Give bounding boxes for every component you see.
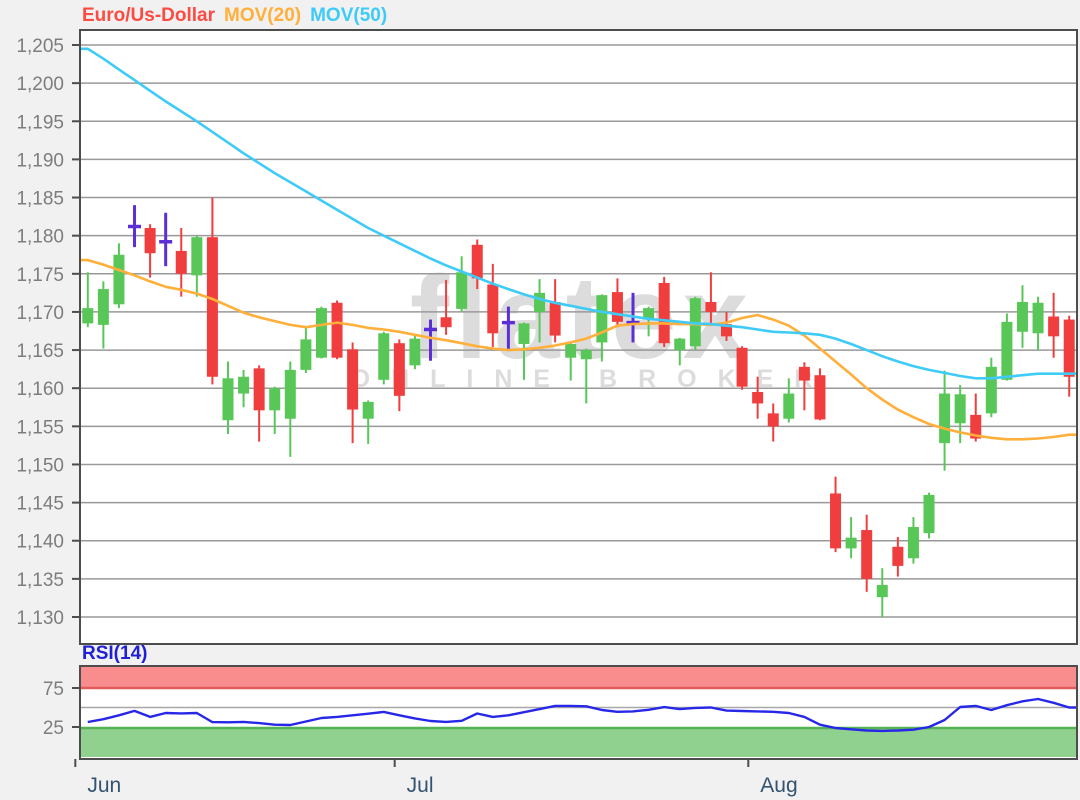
- y-axis-tick-label: 1,190: [16, 150, 64, 171]
- doji-candle-bar: [128, 224, 142, 229]
- candle-body-down: [767, 413, 779, 427]
- legend-instrument-label: Euro/Us-Dollar: [82, 5, 216, 26]
- y-axis-tick-label: 1,135: [16, 570, 64, 591]
- main-panel-border: [79, 29, 1078, 645]
- candle-body-down: [347, 349, 359, 410]
- y-axis-tick-label: 1,200: [16, 74, 64, 95]
- candle-body-up: [362, 401, 374, 419]
- candle-body-down: [206, 237, 218, 377]
- candle-body-up: [1001, 321, 1013, 380]
- chart-legend: Euro/Us-Dollar MOV(20) MOV(50): [82, 5, 396, 27]
- y-axis-tick-label: 1,175: [16, 265, 64, 286]
- candle-body-up: [113, 254, 125, 305]
- y-axis-tick-label: 1,205: [16, 36, 64, 57]
- candle-body-up: [518, 323, 530, 344]
- y-axis-tick-label: 1,195: [16, 112, 64, 133]
- candle-body-up: [97, 289, 109, 325]
- x-axis-month-label: Jun: [87, 774, 121, 797]
- candle-body-up: [954, 394, 966, 424]
- candle-body-up: [191, 237, 203, 276]
- candle-body-down: [549, 302, 561, 336]
- candle-body-down: [1048, 316, 1060, 337]
- candle-body-down: [892, 546, 904, 566]
- y-axis-tick-label: 1,150: [16, 455, 64, 476]
- candle-body-down: [658, 282, 670, 344]
- candle-body-up: [82, 308, 94, 324]
- candle-body-up: [783, 393, 795, 419]
- candle-body-down: [393, 343, 405, 396]
- candle-body-up: [222, 378, 234, 421]
- rsi-indicator-label: RSI(14): [82, 643, 148, 664]
- rsi-tick-label-25: 25: [43, 718, 64, 739]
- candle-body-down: [798, 366, 810, 381]
- mov20-line: [79, 258, 1078, 441]
- candle-body-up: [269, 388, 281, 411]
- rsi-panel-border: [79, 665, 1078, 760]
- y-axis-tick-label: 1,160: [16, 379, 64, 400]
- candle-body-down: [144, 228, 156, 254]
- candle-body-down: [720, 324, 732, 337]
- candle-body-up: [643, 308, 655, 320]
- candle-body-up: [456, 272, 468, 309]
- candle-body-up: [845, 537, 857, 549]
- candle-body-down: [970, 414, 982, 439]
- candle-body-down: [1063, 319, 1075, 377]
- legend-mov20-label: MOV(20): [224, 5, 302, 26]
- candle-body-up: [1016, 302, 1028, 332]
- candle-body-down: [487, 284, 499, 334]
- mov50-line: [79, 47, 1078, 380]
- rsi-tick-label-75: 75: [43, 679, 64, 700]
- candle-body-up: [923, 494, 935, 534]
- candle-body-up: [907, 527, 919, 559]
- doji-candle-bar: [626, 320, 640, 325]
- candle-body-down: [705, 302, 717, 312]
- candle-body-down: [736, 347, 748, 387]
- legend-mov50-label: MOV(50): [310, 5, 388, 26]
- y-axis-tick-label: 1,180: [16, 227, 64, 248]
- x-axis-month-label: Jul: [407, 774, 434, 797]
- candle-body-up: [238, 376, 250, 394]
- y-axis-tick-label: 1,130: [16, 608, 64, 629]
- y-axis-tick-label: 1,155: [16, 417, 64, 438]
- candle-body-down: [814, 375, 826, 420]
- candle-body-up: [876, 584, 888, 598]
- y-axis-tick-label: 1,140: [16, 532, 64, 553]
- doji-candle-bar: [159, 240, 173, 244]
- candle-body-down: [830, 493, 842, 549]
- candle-body-up: [674, 338, 686, 351]
- candle-body-down: [440, 317, 452, 328]
- y-axis-tick-label: 1,145: [16, 494, 64, 515]
- y-axis-tick-label: 1,185: [16, 189, 64, 210]
- x-axis-month-label: Aug: [760, 774, 797, 797]
- candle-body-up: [378, 333, 390, 380]
- candle-body-down: [253, 368, 265, 411]
- rsi-oversold-band: [81, 728, 1076, 757]
- candle-body-up: [985, 366, 997, 414]
- candle-body-up: [565, 343, 577, 358]
- candle-body-up: [939, 393, 951, 444]
- y-axis-tick-label: 1,165: [16, 341, 64, 362]
- y-axis-tick-label: 1,170: [16, 303, 64, 324]
- doji-candle-bar: [424, 327, 438, 332]
- candle-body-down: [752, 392, 764, 404]
- candle-body-up: [300, 339, 312, 370]
- doji-candle-bar: [501, 320, 515, 325]
- candle-body-up: [284, 369, 296, 419]
- candle-body-down: [175, 250, 187, 274]
- candle-body-down: [471, 244, 483, 279]
- candle-body-down: [331, 302, 343, 358]
- rsi-line: [87, 697, 1076, 733]
- rsi-overbought-band: [81, 667, 1076, 688]
- candle-body-down: [611, 292, 623, 322]
- candle-body-up: [1032, 302, 1044, 334]
- candle-body-up: [580, 350, 592, 360]
- candle-body-down: [861, 530, 873, 579]
- candle-body-up: [534, 292, 546, 312]
- candle-body-up: [596, 295, 608, 343]
- candle-body-up: [315, 308, 327, 358]
- candle-body-up: [409, 338, 421, 366]
